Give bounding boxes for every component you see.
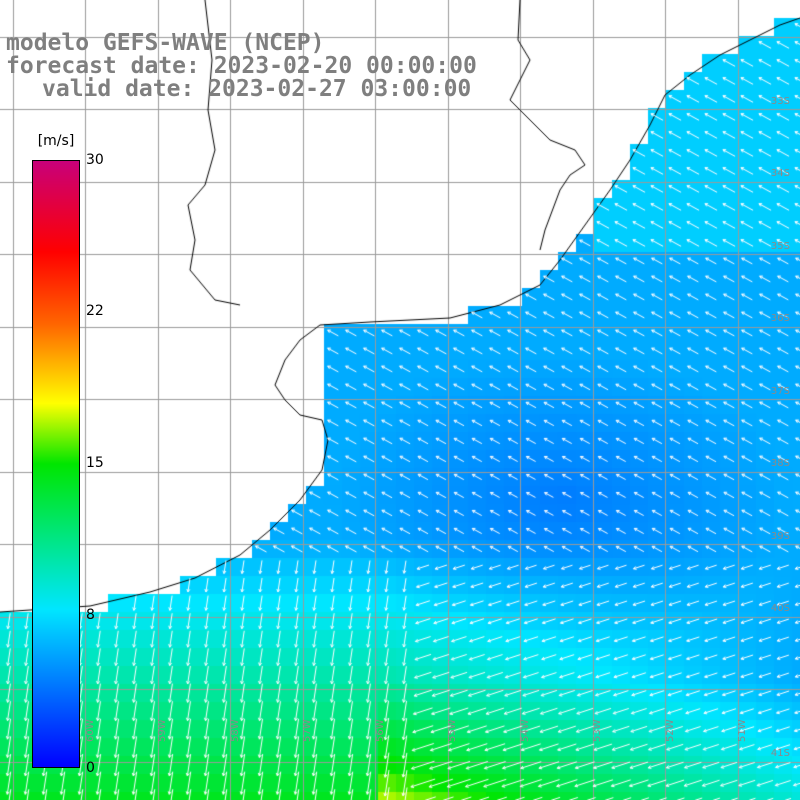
colorbar-tick-8: 8	[86, 607, 95, 623]
lat-label-39s: 39S	[770, 531, 790, 542]
lat-label-41s: 41S	[770, 748, 790, 759]
colorbar	[32, 160, 80, 768]
lat-label-40s: 40S	[770, 603, 790, 614]
colorbar-tick-15: 15	[86, 455, 104, 471]
valid-date: valid date: 2023-02-27 03:00:00	[42, 76, 472, 102]
lon-label-52w: 52W	[665, 719, 676, 742]
model-title: modelo GEFS-WAVE (NCEP)	[6, 30, 325, 56]
lat-label-34s: 34S	[770, 168, 790, 179]
forecast-date: forecast date: 2023-02-20 00:00:00	[6, 53, 477, 79]
lat-label-35s: 35S	[770, 241, 790, 252]
lon-label-53w: 53W	[592, 719, 603, 742]
lat-label-38s: 38S	[770, 458, 790, 469]
colorbar-units: [m/s]	[37, 133, 75, 149]
lon-label-60w: 60W	[85, 719, 96, 742]
lat-label-37s: 37S	[770, 386, 790, 397]
lat-label-36s: 36S	[770, 313, 790, 324]
lon-label-57w: 57W	[302, 719, 313, 742]
lat-label-33s: 33S	[770, 96, 790, 107]
lon-label-59w: 59W	[157, 719, 168, 742]
colorbar-tick-0: 0	[86, 760, 95, 776]
lon-label-54w: 54W	[520, 719, 531, 742]
lon-label-51w: 51W	[737, 719, 748, 742]
colorbar-tick-22: 22	[86, 303, 104, 319]
lon-label-58w: 58W	[230, 719, 241, 742]
colorbar-tick-30: 30	[86, 152, 104, 168]
lon-label-55w: 55W	[447, 719, 458, 742]
lon-label-56w: 56W	[375, 719, 386, 742]
